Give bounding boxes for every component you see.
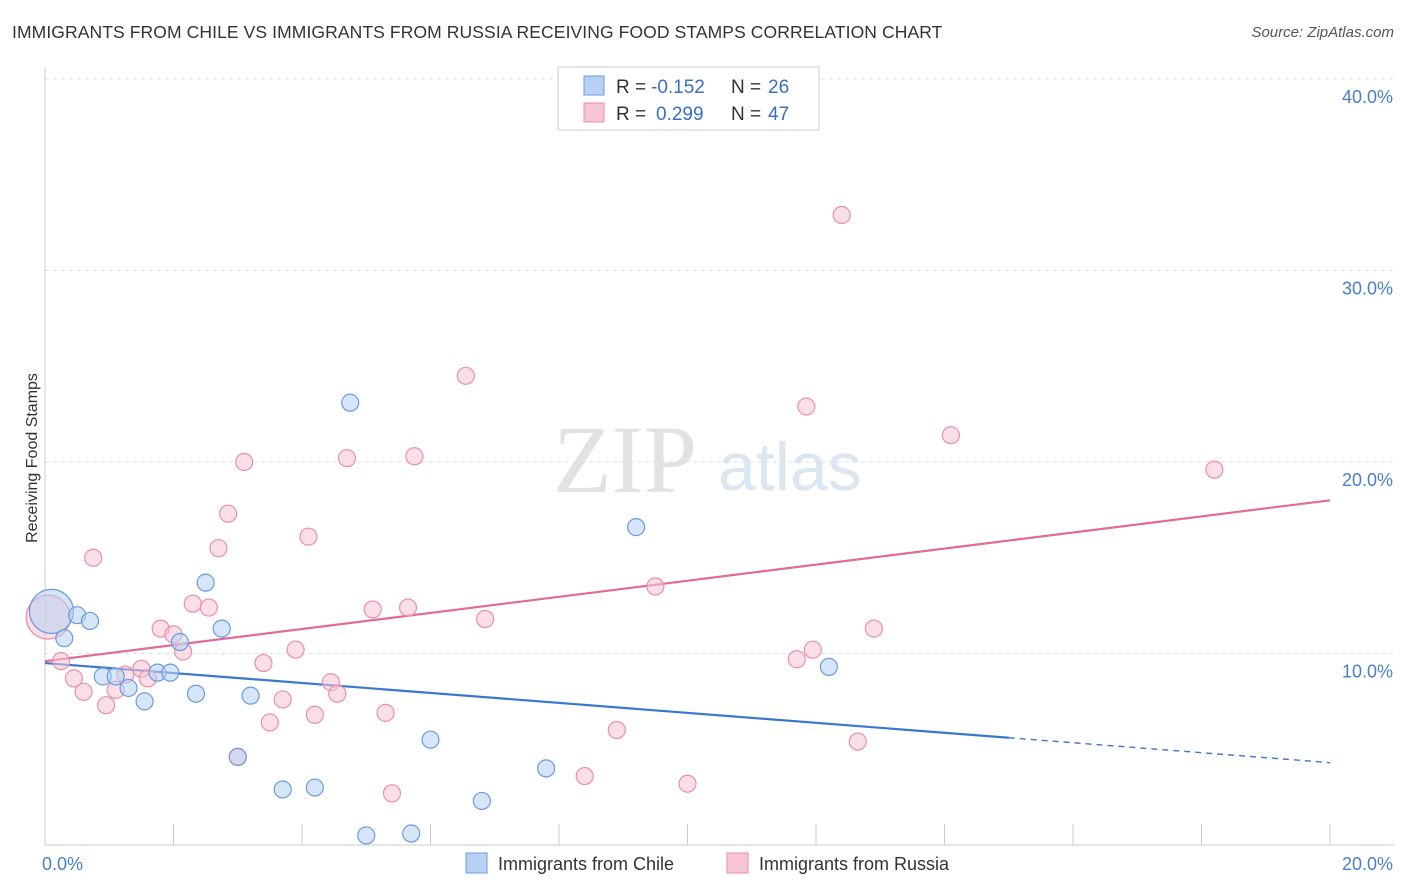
- russia-point-44: [864, 619, 883, 638]
- russia-point-29: [376, 703, 395, 722]
- russia-point-37: [646, 577, 665, 596]
- russia-point-28: [363, 600, 382, 619]
- legend-russia-r-value: 0.299: [656, 104, 704, 125]
- russia-point-4: [84, 548, 103, 567]
- legend-russia-n-value: 47: [768, 104, 789, 125]
- russia-point-22: [286, 640, 305, 659]
- y-tick-label-0: 10.0%: [1342, 662, 1393, 682]
- y-axis-label: Receiving Food Stamps: [24, 373, 41, 543]
- trend-line-chile-extrapolated: [1008, 737, 1331, 764]
- russia-point-16: [219, 504, 238, 523]
- legend-chile-r-value: -0.152: [651, 77, 705, 98]
- trend-line-chile: [44, 661, 1009, 739]
- grid-lines: [45, 78, 1395, 654]
- legend-chile-n-value: 26: [768, 77, 789, 98]
- chile-point-22: [472, 791, 491, 811]
- chile-point-0: [28, 588, 75, 634]
- chile-point-12: [196, 573, 215, 592]
- data-points: [25, 205, 1224, 845]
- watermark-zip: ZIP: [553, 406, 697, 513]
- bottom-legend-russia-label: Immigrants from Russia: [759, 854, 950, 874]
- x-tick-label-0: 0.0%: [42, 854, 83, 874]
- axes: [44, 68, 1395, 846]
- russia-point-23: [299, 527, 318, 546]
- russia-point-38: [678, 774, 697, 793]
- russia-point-18: [235, 452, 254, 472]
- y-tick-label-1: 20.0%: [1342, 470, 1393, 490]
- russia-point-34: [476, 609, 495, 629]
- russia-point-20: [260, 713, 279, 732]
- russia-point-33: [456, 366, 475, 385]
- chile-point-6: [119, 678, 138, 698]
- chile-point-24: [626, 518, 646, 537]
- bottom-legend-chile-label: Immigrants from Chile: [498, 854, 674, 874]
- russia-point-27: [337, 449, 357, 468]
- russia-point-30: [382, 784, 402, 803]
- tick-labels: 10.0% 20.0% 30.0% 40.0% 0.0% 20.0%: [42, 87, 1393, 874]
- russia-point-46: [1205, 460, 1224, 479]
- chile-point-9: [161, 663, 180, 682]
- chile-point-19: [357, 826, 376, 845]
- chile-point-14: [228, 747, 247, 767]
- series-legend: Immigrants from Chile Immigrants from Ru…: [465, 852, 950, 874]
- chile-point-3: [80, 611, 100, 631]
- chile-point-15: [241, 686, 260, 705]
- legend-chile-r-label: R =: [616, 77, 646, 98]
- russia-point-1: [51, 652, 71, 671]
- russia-point-45: [941, 426, 961, 445]
- bottom-legend-swatch-chile: [465, 852, 488, 874]
- russia-point-13: [183, 594, 202, 613]
- chile-point-18: [341, 393, 360, 412]
- bottom-legend-swatch-russia: [726, 852, 749, 874]
- russia-point-43: [848, 732, 867, 751]
- chile-point-17: [305, 778, 324, 797]
- chile-point-20: [402, 824, 421, 843]
- russia-point-14: [199, 598, 218, 617]
- chart-title: IMMIGRANTS FROM CHILE VS IMMIGRANTS FROM…: [12, 22, 943, 42]
- russia-point-15: [209, 539, 228, 558]
- russia-point-39: [787, 650, 806, 669]
- russia-point-41: [803, 640, 822, 659]
- russia-point-32: [405, 447, 424, 466]
- x-tick-label-1: 20.0%: [1342, 854, 1393, 874]
- russia-point-35: [575, 766, 594, 786]
- y-tick-label-3: 40.0%: [1342, 87, 1393, 107]
- chile-point-5: [106, 667, 125, 686]
- legend-russia-r-label: R =: [616, 104, 646, 125]
- chile-point-7: [135, 692, 154, 711]
- watermark-atlas: atlas: [718, 429, 862, 505]
- russia-point-21: [273, 690, 292, 709]
- chile-point-16: [273, 780, 292, 799]
- russia-point-5: [96, 696, 116, 715]
- russia-point-19: [254, 653, 273, 673]
- source-credit: Source: ZipAtlas.com: [1251, 24, 1394, 41]
- stats-legend: R = -0.152 N = 26 R = 0.299 N = 47: [557, 66, 820, 131]
- chile-point-21: [421, 730, 440, 749]
- legend-swatch-chile: [583, 75, 605, 96]
- russia-point-36: [607, 720, 626, 740]
- russia-point-24: [305, 705, 324, 724]
- russia-point-31: [398, 598, 418, 617]
- trend-line-russia: [44, 499, 1331, 663]
- legend-swatch-russia: [583, 102, 605, 123]
- russia-point-42: [832, 205, 851, 225]
- chile-point-25: [819, 657, 838, 677]
- chile-point-1: [55, 629, 74, 648]
- chile-point-10: [170, 632, 190, 652]
- trend-lines: [44, 499, 1331, 764]
- russia-point-26: [328, 684, 347, 703]
- russia-point-40: [797, 397, 816, 416]
- y-tick-label-2: 30.0%: [1342, 279, 1393, 299]
- legend-russia-n-label: N =: [731, 104, 761, 125]
- russia-point-2: [64, 669, 84, 688]
- chile-point-11: [186, 684, 206, 703]
- legend-chile-n-label: N =: [731, 77, 761, 98]
- chile-point-13: [212, 619, 231, 638]
- russia-point-3: [74, 682, 93, 701]
- chile-point-23: [537, 759, 556, 778]
